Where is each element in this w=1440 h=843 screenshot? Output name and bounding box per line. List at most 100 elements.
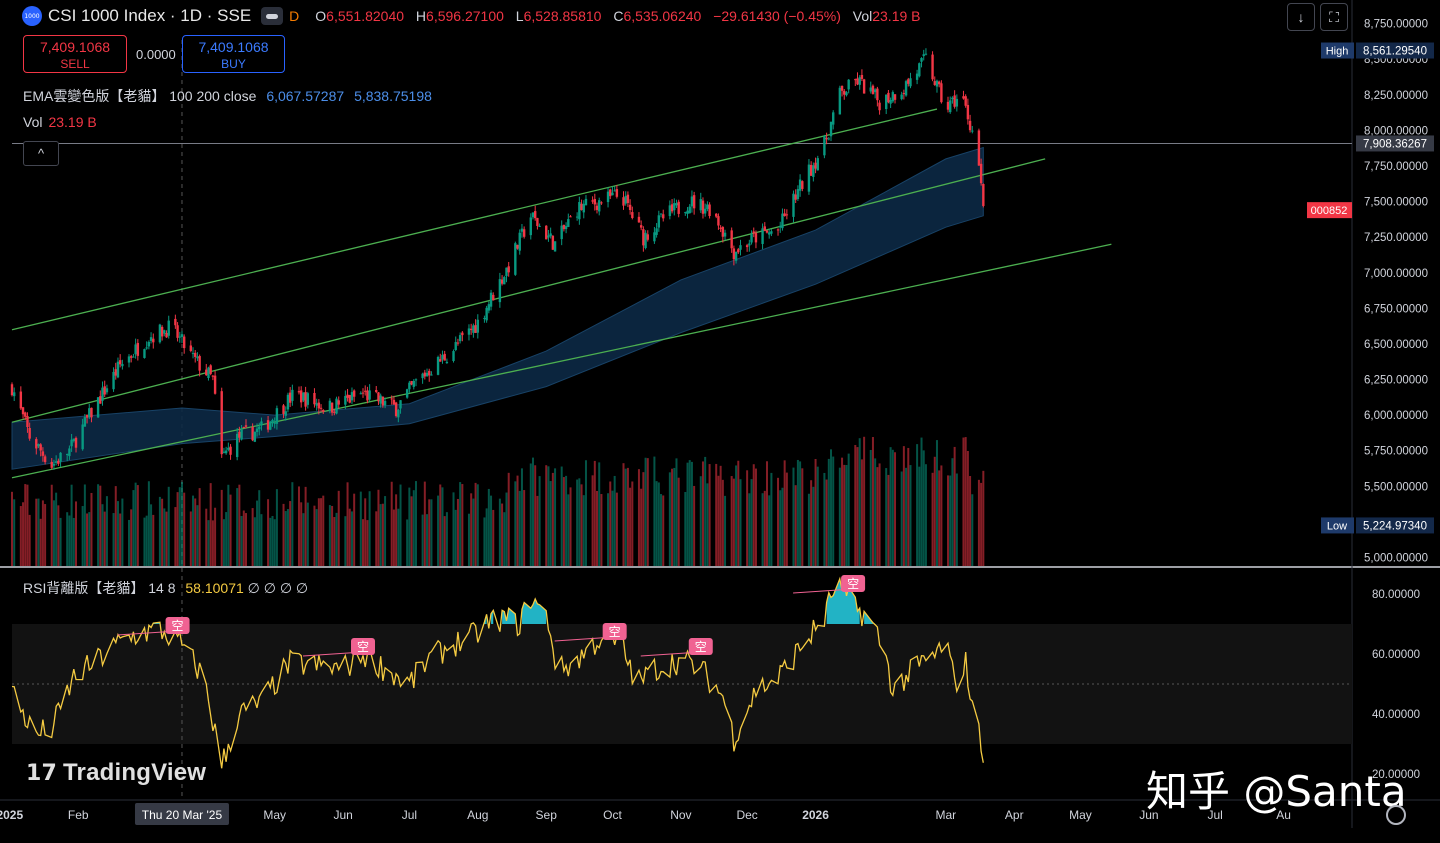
candle-body [428,370,431,376]
candle-body [931,54,934,80]
volume-bar [297,486,300,566]
candle-body [244,425,248,427]
candle-body [646,234,649,240]
candle-body [198,356,201,371]
time-tick-label: Nov [670,808,691,822]
volume-bar [518,490,521,566]
candle-body [767,232,771,235]
candle-body [284,411,287,416]
volume-bar [686,462,689,566]
divergence-badge-bg [841,575,866,592]
candle-body [408,382,411,390]
candle-body [611,192,614,196]
volume-bar [476,484,479,566]
candle-body [962,96,965,99]
gear-icon[interactable] [1386,805,1406,825]
volume-bar [611,490,614,566]
volume-bar [938,470,941,566]
candle-body [564,226,568,230]
eye-toggle-icon[interactable] [261,7,284,25]
spread-value: 0.0000 [136,47,176,62]
volume-bar [456,498,459,566]
collapse-legend-button[interactable]: ^ [23,141,59,166]
candle-body [101,387,104,401]
rsi-legend[interactable]: RSI背離版【老貓】 14 8 58.10071 ∅ ∅ ∅ ∅ [23,578,308,598]
candle-body [505,267,508,277]
volume-bar [823,472,826,566]
sell-button[interactable]: 7,409.1068 SELL [23,35,127,73]
candle-body [266,420,270,430]
volume-bar [59,517,62,566]
volume-bar [344,516,347,566]
volume-bar [366,520,369,566]
high-marker-label: High [1326,46,1349,58]
volume-bar [214,507,217,566]
symbol-logo-icon[interactable]: 1000 [22,6,42,26]
volume-bar [362,519,365,566]
volume-bar [320,498,323,566]
countdown-bg [1307,202,1352,219]
candle-body [701,200,705,214]
candle-body [955,98,959,107]
download-button[interactable]: ↓ [1287,3,1315,31]
candle-body [99,396,102,404]
candle-body [547,235,550,238]
volume-bar [863,436,866,566]
volume-bar [971,494,974,566]
volume-bar [44,504,47,566]
candle-body [176,325,179,338]
candle-body [657,215,661,228]
volume-bar [503,512,506,566]
volume-bar [134,482,137,566]
volume-bar [359,491,362,566]
time-tick-label: Aug [467,808,488,822]
candle-body [441,354,444,360]
volume-bar [730,476,733,566]
candle-body [937,81,941,85]
cursor-date-label: Thu 20 Mar '25 [142,808,223,822]
ema-legend[interactable]: EMA雲變色版【老貓】 100 200 close 6,067.57287 5,… [23,86,432,106]
time-tick-label: May [263,808,286,822]
volume-bar [706,483,709,566]
candle-body [982,183,985,206]
volume-bar [180,481,183,566]
candle-body [242,427,245,429]
rsi-tick-label: 40.00000 [1372,709,1420,721]
candle-body [167,320,170,336]
candle-body [935,80,939,87]
price-tick-label: 7,000.00000 [1364,268,1428,280]
candle-body [737,249,740,253]
volume-bar [505,492,508,566]
fullscreen-button[interactable]: ⛶ [1320,3,1348,31]
volume-bar [629,487,632,566]
volume-legend[interactable]: Vol 23.19 B [23,114,97,130]
volume-bar [856,447,859,566]
cursor-date-bg [134,803,229,825]
candle-body [348,395,351,403]
volume-bar [889,447,892,566]
volume-bar [75,501,78,566]
candle-body [809,164,813,176]
chevron-up-icon: ^ [37,146,45,161]
candle-body [721,227,725,237]
volume-bar [732,478,735,566]
candle-body [734,251,738,261]
price-tick-label: 6,250.00000 [1364,375,1428,387]
data-flag[interactable]: D [289,8,300,24]
volume-bar [258,490,261,566]
symbol-title[interactable]: CSI 1000 Index · 1D · SSE [48,6,252,25]
volume-bar [189,511,192,566]
volume-bar [708,464,711,566]
volume-bar [300,502,303,566]
volume-bar [132,490,135,566]
volume-bar [81,506,84,566]
download-icon: ↓ [1297,9,1305,25]
candle-body [893,94,897,100]
candle-body [227,447,230,450]
volume-bar [514,481,517,566]
volume-bar [565,475,568,566]
buy-button[interactable]: 7,409.1068 BUY [182,35,285,73]
rsi-params: 14 8 [148,580,176,596]
candle-body [112,371,115,390]
